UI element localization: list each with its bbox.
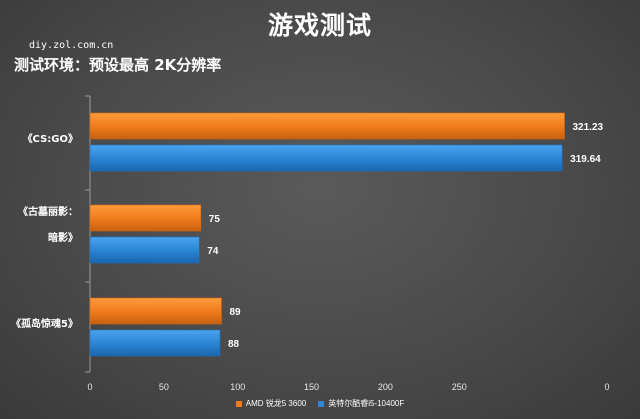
legend-swatch-amd	[235, 400, 242, 407]
bar-s0-c2	[89, 297, 222, 325]
bar-s1-c1	[89, 236, 200, 264]
category-label-1-0: 《古墓丽影：	[18, 205, 78, 218]
x-tick-label-0: 0	[87, 382, 92, 392]
data-label-s0-c1: 75	[209, 214, 221, 225]
chart-legend: AMD 锐龙5 3600 英特尔酷睿i5-10400F	[0, 398, 640, 409]
x-tick-label-2: 100	[230, 382, 245, 392]
legend-swatch-intel	[318, 400, 325, 407]
legend-item-amd: AMD 锐龙5 3600	[235, 398, 307, 409]
bar-s1-c2	[89, 329, 221, 357]
legend-label-amd: AMD 锐龙5 3600	[245, 399, 307, 408]
category-label-0-0: 《CS:GO》	[23, 132, 78, 145]
bar-s0-c1	[89, 204, 202, 232]
data-label-s1-c2: 88	[228, 339, 240, 350]
watermark-text: diy.zol.com.cn	[29, 40, 114, 51]
data-label-s1-c1: 74	[207, 246, 219, 257]
bar-s1-c0	[89, 144, 563, 172]
x-tick-label-1: 50	[159, 382, 169, 392]
category-label-1-1: 暗影》	[48, 231, 78, 244]
x-tick-label-3: 150	[304, 382, 319, 392]
data-label-s0-c2: 89	[229, 307, 241, 318]
legend-item-intel: 英特尔酷睿i5-10400F	[318, 398, 404, 409]
legend-label-intel: 英特尔酷睿i5-10400F	[328, 399, 405, 408]
chart-title: 游戏测试	[267, 11, 372, 40]
x-tick-label-6: 0	[604, 382, 609, 392]
data-label-s1-c0: 319.64	[570, 154, 601, 165]
chart-subtitle: 测试环境：预设最高 2K分辨率	[14, 56, 222, 74]
data-label-s0-c0: 321.23	[573, 122, 604, 133]
x-tick-label-4: 200	[378, 382, 393, 392]
category-label-2-0: 《孤岛惊魂5》	[11, 317, 78, 330]
bar-s0-c0	[89, 112, 565, 140]
x-tick-label-5: 250	[452, 382, 467, 392]
